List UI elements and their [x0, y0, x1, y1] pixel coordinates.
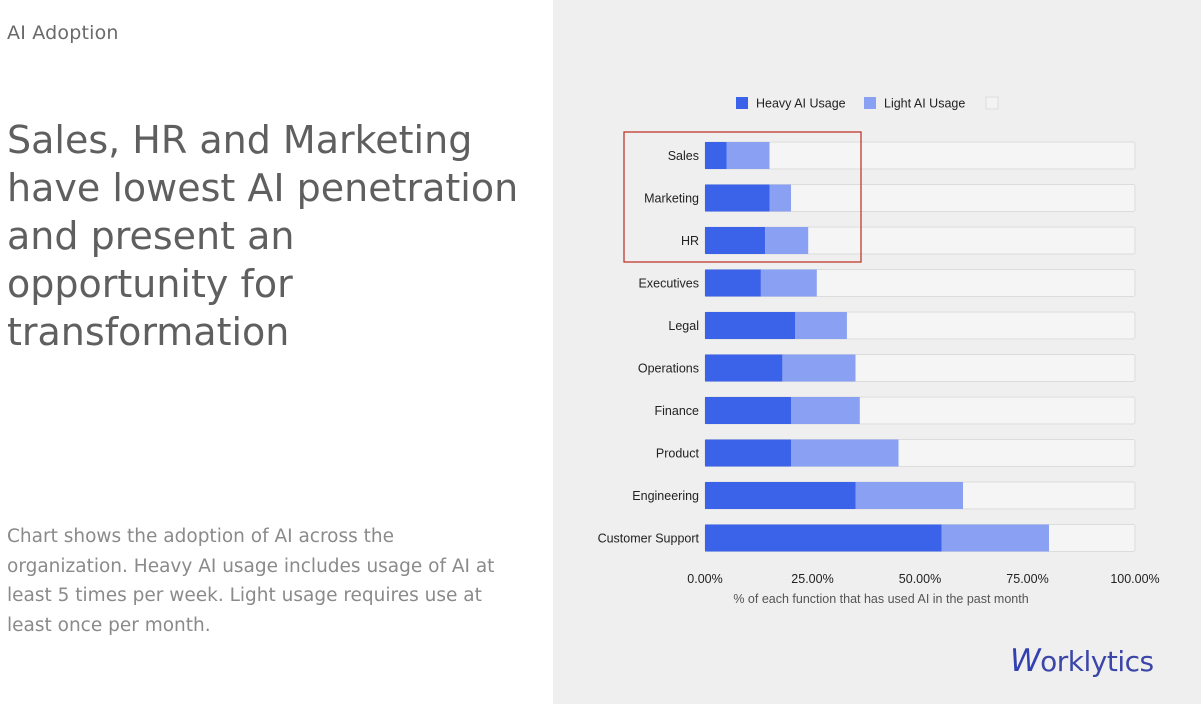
bar-marketing-heavy	[705, 184, 770, 212]
bar-hr-light	[765, 227, 809, 254]
legend-label-light: Light AI Usage	[884, 97, 965, 111]
x-tick-label: 75.00%	[1006, 572, 1048, 586]
x-tick-label: 25.00%	[791, 572, 833, 586]
x-axis-ticks: 0.00% 25.00% 50.00% 75.00% 100.00%	[687, 572, 1159, 586]
bar-product-heavy	[705, 439, 791, 467]
category-labels: Sales Marketing HR Executives Legal Operation…	[598, 149, 700, 546]
legend-label-heavy: Heavy AI Usage	[756, 97, 846, 111]
category-label-marketing: Marketing	[644, 192, 699, 206]
category-label-legal: Legal	[668, 319, 699, 333]
x-tick-label: 0.00%	[687, 572, 722, 586]
bar-engineering-light	[855, 482, 963, 509]
x-axis-label: % of each function that has used AI in t…	[733, 592, 1028, 606]
category-label-engineering: Engineering	[632, 489, 699, 503]
category-label-executives: Executives	[639, 277, 699, 291]
bar-sales-light	[726, 142, 770, 169]
worklytics-logo: Worklytics	[1010, 643, 1154, 679]
category-label-customer-support: Customer Support	[598, 532, 700, 546]
chart-legend: Heavy AI Usage Light AI Usage	[736, 96, 999, 111]
bar-executives-heavy	[705, 269, 761, 297]
bar-legal-light	[795, 312, 847, 339]
x-tick-label: 50.00%	[899, 572, 941, 586]
bar-sales-heavy	[705, 142, 727, 169]
category-label-product: Product	[656, 447, 700, 461]
bar-executives-light	[760, 269, 817, 297]
bar-marketing-light	[769, 184, 791, 212]
bar-legal-heavy	[705, 312, 796, 339]
bar-customer-support-heavy	[705, 524, 942, 552]
bar-product-light	[791, 439, 899, 467]
section-label: AI Adoption	[7, 22, 119, 44]
bar-customer-support-light	[941, 524, 1049, 552]
bars	[705, 142, 1049, 552]
bar-hr-heavy	[705, 227, 766, 254]
adoption-bar-chart: Heavy AI Usage Light AI Usage Sales Market…	[598, 96, 1160, 606]
x-tick-label: 100.00%	[1110, 572, 1159, 586]
bar-finance-light	[791, 397, 860, 424]
highlight-box	[623, 131, 862, 263]
bar-operations-light	[782, 354, 856, 382]
headline: Sales, HR and Marketing have lowest AI p…	[7, 118, 519, 354]
chart-description: Chart shows the adoption of AI across th…	[7, 526, 495, 636]
bar-engineering-heavy	[705, 482, 856, 509]
category-label-hr: HR	[681, 234, 699, 248]
bar-finance-heavy	[705, 397, 791, 424]
left-panel: AI Adoption Sales, HR and Marketing have…	[0, 0, 553, 704]
category-label-operations: Operations	[638, 362, 699, 376]
legend-swatch-light	[864, 97, 876, 109]
bar-operations-heavy	[705, 354, 783, 382]
chart-panel	[553, 0, 1201, 704]
legend-swatch-heavy	[736, 97, 748, 109]
legend-swatch-empty	[985, 96, 999, 110]
category-label-sales: Sales	[668, 149, 699, 163]
category-label-finance: Finance	[655, 404, 700, 418]
